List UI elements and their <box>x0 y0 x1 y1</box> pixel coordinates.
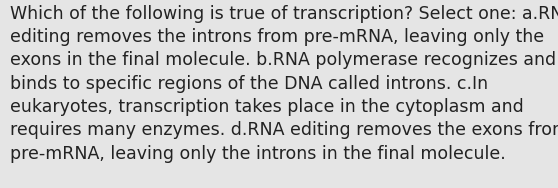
Text: Which of the following is true of transcription? Select one: a.RNA
editing remov: Which of the following is true of transc… <box>10 5 558 163</box>
